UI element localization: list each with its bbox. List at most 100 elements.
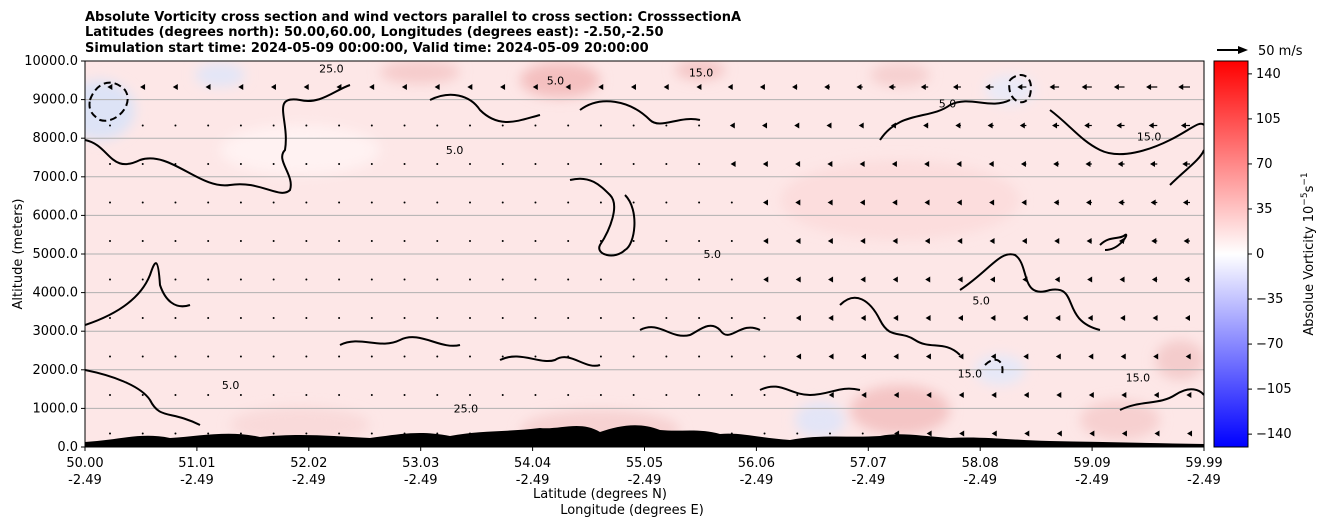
wind-vector-head xyxy=(988,161,994,167)
wind-vector-head xyxy=(1054,276,1060,283)
wind-vector xyxy=(109,394,111,396)
wind-vector xyxy=(632,317,635,319)
wind-vector xyxy=(239,432,242,435)
wind-vector-head xyxy=(763,238,769,244)
wind-vector xyxy=(665,394,668,396)
wind-vector-head xyxy=(826,122,832,129)
wind-vector-head xyxy=(990,353,996,360)
x-tick-label-lat: 55.05 xyxy=(626,456,663,471)
wind-vector xyxy=(403,394,406,396)
wind-vector xyxy=(665,432,668,435)
wind-vector-head xyxy=(1021,199,1027,206)
wind-vector xyxy=(632,240,635,242)
wind-vector xyxy=(665,240,668,242)
wind-vector xyxy=(174,317,177,319)
wind-vector xyxy=(665,278,668,281)
colorbar-tick-label: −140 xyxy=(1256,427,1292,442)
wind-vector-head xyxy=(1148,122,1154,129)
wind-vector xyxy=(730,278,733,281)
y-tick-label: 0.0 xyxy=(57,440,78,455)
wind-vector-head xyxy=(891,161,897,167)
wind-vector xyxy=(436,317,439,319)
wind-vector xyxy=(501,278,504,281)
wind-vector-head xyxy=(1182,161,1188,167)
wind-vector-head xyxy=(796,353,802,360)
wind-vector-head xyxy=(1187,430,1193,437)
wind-vector xyxy=(109,278,111,281)
wind-vector-head xyxy=(828,315,834,321)
wind-vector xyxy=(174,394,177,396)
wind-vector xyxy=(338,355,341,358)
contour-label: 15.0 xyxy=(1126,372,1151,385)
x-tick-label-lat: 53.03 xyxy=(402,456,439,471)
wind-vector-head xyxy=(1153,392,1159,398)
wind-vector-head xyxy=(861,392,867,398)
colorbar-label: Absolue Vorticity 10−5s−1 xyxy=(1300,172,1317,335)
wind-vector xyxy=(403,278,406,281)
wind-vector-head xyxy=(369,84,375,90)
wind-vector xyxy=(796,394,799,396)
wind-vector-head xyxy=(1119,276,1125,283)
wind-vector xyxy=(370,355,373,358)
wind-vector xyxy=(109,163,111,165)
y-tick-label: 6000.0 xyxy=(33,208,79,223)
wind-vector xyxy=(338,278,341,281)
wind-vector xyxy=(469,432,471,435)
wind-vector xyxy=(305,201,308,204)
wind-vector-head xyxy=(795,199,801,206)
wind-vector xyxy=(698,240,701,242)
wind-vector-head xyxy=(795,315,801,321)
wind-vector xyxy=(698,163,701,165)
wind-vector-head xyxy=(956,161,962,167)
wind-vector xyxy=(730,240,733,242)
x-tick-label-lon: -2.49 xyxy=(963,473,997,488)
contour-line xyxy=(839,296,961,356)
wind-vector-head xyxy=(270,84,276,90)
wind-vector-head xyxy=(1052,122,1058,129)
wind-vector-head xyxy=(892,276,898,283)
wind-vector xyxy=(567,201,570,204)
wind-vector xyxy=(632,394,635,396)
wind-vector-head xyxy=(238,84,244,90)
wind-vector-head xyxy=(1023,353,1029,360)
wind-vector-head xyxy=(1049,84,1055,90)
wind-vector xyxy=(436,432,439,435)
wind-vector-head xyxy=(924,199,930,206)
wind-vector-head xyxy=(1087,315,1093,321)
wind-vector-head xyxy=(1121,430,1127,437)
wind-vector xyxy=(730,394,733,396)
wind-vector xyxy=(534,163,537,165)
wind-vector xyxy=(338,124,341,127)
contour-line-negative xyxy=(984,358,1004,376)
wind-vector xyxy=(534,201,537,204)
wind-vector xyxy=(174,124,177,127)
wind-vector-head xyxy=(730,161,736,167)
wind-vector xyxy=(207,394,210,396)
wind-vector xyxy=(599,317,602,319)
contour-label: 15.0 xyxy=(958,368,983,381)
wind-vector-head xyxy=(303,84,309,90)
wind-vector xyxy=(501,201,504,204)
wind-vector xyxy=(141,240,144,242)
contour-line xyxy=(879,99,1011,141)
wind-vector xyxy=(207,432,210,435)
wind-vector-head xyxy=(958,392,964,398)
wind-vector-head xyxy=(827,199,833,206)
wind-vector xyxy=(534,432,537,435)
x-tick-label-lon: -2.49 xyxy=(628,473,662,488)
wind-vector-head xyxy=(991,430,997,437)
wind-vector-head xyxy=(987,122,993,129)
wind-vector-head xyxy=(860,276,866,283)
wind-vector xyxy=(567,317,570,319)
wind-vector xyxy=(272,240,275,242)
x-tick-label-lon: -2.49 xyxy=(516,473,550,488)
wind-vector xyxy=(599,355,602,358)
contour-line xyxy=(85,369,201,426)
wind-vector-head xyxy=(727,84,733,90)
wind-vector-head xyxy=(795,276,801,283)
wind-vector xyxy=(403,317,406,319)
wind-vector-head xyxy=(500,84,506,90)
wind-vector-head xyxy=(794,122,800,129)
contour-line xyxy=(339,336,461,347)
wind-vector xyxy=(567,278,570,281)
